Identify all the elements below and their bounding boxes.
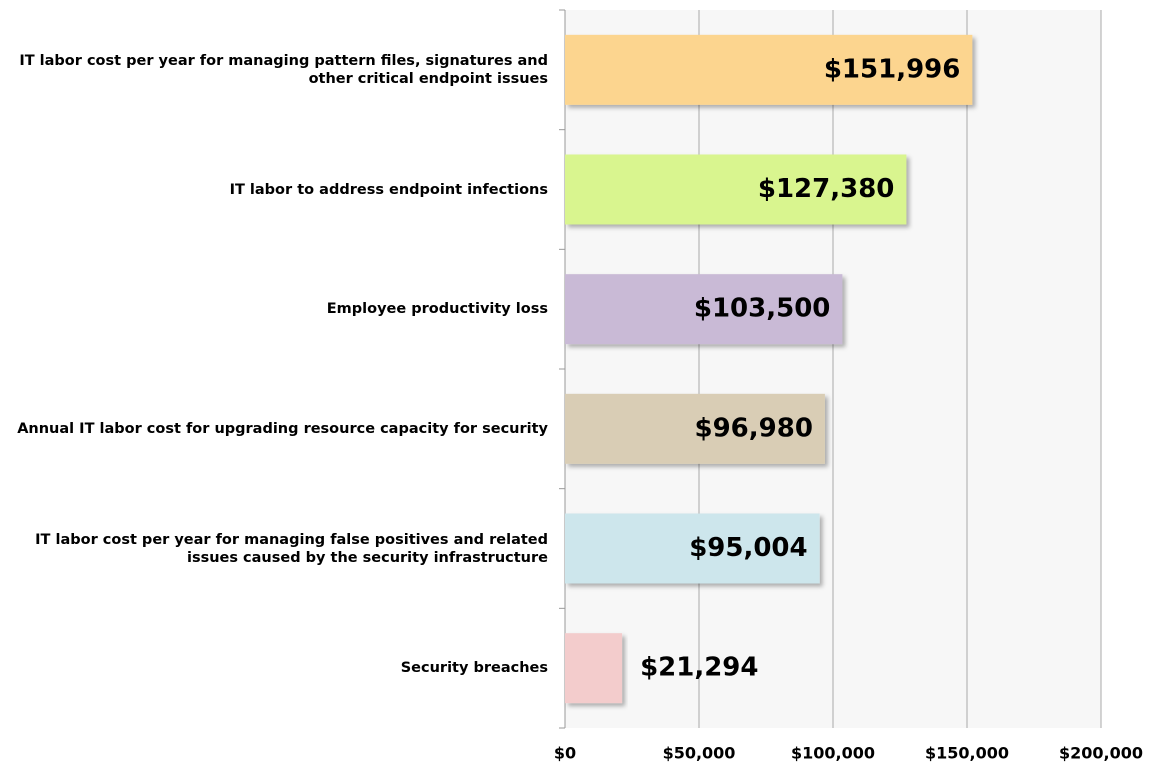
x-tick-label: $150,000 — [925, 744, 1009, 763]
bar — [565, 274, 843, 345]
bar — [565, 393, 825, 464]
bar — [565, 513, 820, 584]
value-label: $95,004 — [689, 533, 807, 563]
x-tick-label: $100,000 — [791, 744, 875, 763]
bar — [565, 154, 907, 225]
category-label: IT labor cost per year for managing patt… — [19, 52, 548, 87]
value-label: $103,500 — [694, 294, 831, 324]
category-label: IT labor cost per year for managing fals… — [35, 531, 548, 566]
x-tick-label: $0 — [554, 744, 576, 763]
bar — [565, 633, 623, 704]
category-label: Annual IT labor cost for upgrading resou… — [17, 420, 548, 437]
value-label: $127,380 — [758, 174, 895, 204]
value-label: $151,996 — [824, 54, 961, 84]
value-label: $21,294 — [640, 653, 758, 683]
category-label: IT labor to address endpoint infections — [229, 181, 548, 198]
category-label: Security breaches — [400, 660, 548, 677]
x-tick-label: $200,000 — [1059, 744, 1143, 763]
value-label: $96,980 — [694, 413, 812, 443]
category-label: Employee productivity loss — [326, 301, 548, 318]
bar — [565, 34, 973, 105]
x-tick-label: $50,000 — [663, 744, 736, 763]
